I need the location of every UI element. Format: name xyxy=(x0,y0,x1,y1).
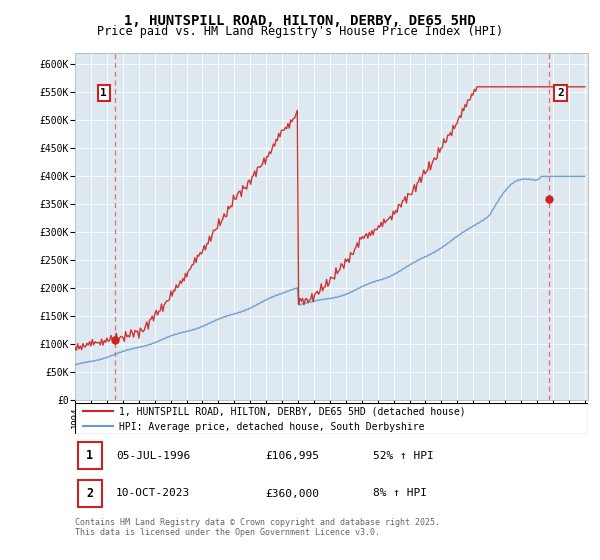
Text: 2: 2 xyxy=(557,88,564,98)
Text: £360,000: £360,000 xyxy=(265,488,319,498)
Text: 1, HUNTSPILL ROAD, HILTON, DERBY, DE65 5HD: 1, HUNTSPILL ROAD, HILTON, DERBY, DE65 5… xyxy=(124,14,476,28)
Text: Contains HM Land Registry data © Crown copyright and database right 2025.
This d: Contains HM Land Registry data © Crown c… xyxy=(75,518,440,538)
Text: 1: 1 xyxy=(86,449,94,462)
Text: £106,995: £106,995 xyxy=(265,451,319,461)
Text: Price paid vs. HM Land Registry's House Price Index (HPI): Price paid vs. HM Land Registry's House … xyxy=(97,25,503,38)
Text: 10-OCT-2023: 10-OCT-2023 xyxy=(116,488,190,498)
Text: 05-JUL-1996: 05-JUL-1996 xyxy=(116,451,190,461)
Text: HPI: Average price, detached house, South Derbyshire: HPI: Average price, detached house, Sout… xyxy=(119,422,424,432)
Bar xyxy=(77,442,102,469)
Text: 2: 2 xyxy=(86,487,94,500)
Text: 52% ↑ HPI: 52% ↑ HPI xyxy=(373,451,433,461)
Text: 1: 1 xyxy=(100,88,107,98)
Text: 1, HUNTSPILL ROAD, HILTON, DERBY, DE65 5HD (detached house): 1, HUNTSPILL ROAD, HILTON, DERBY, DE65 5… xyxy=(119,407,465,417)
Bar xyxy=(77,480,102,507)
Text: 8% ↑ HPI: 8% ↑ HPI xyxy=(373,488,427,498)
